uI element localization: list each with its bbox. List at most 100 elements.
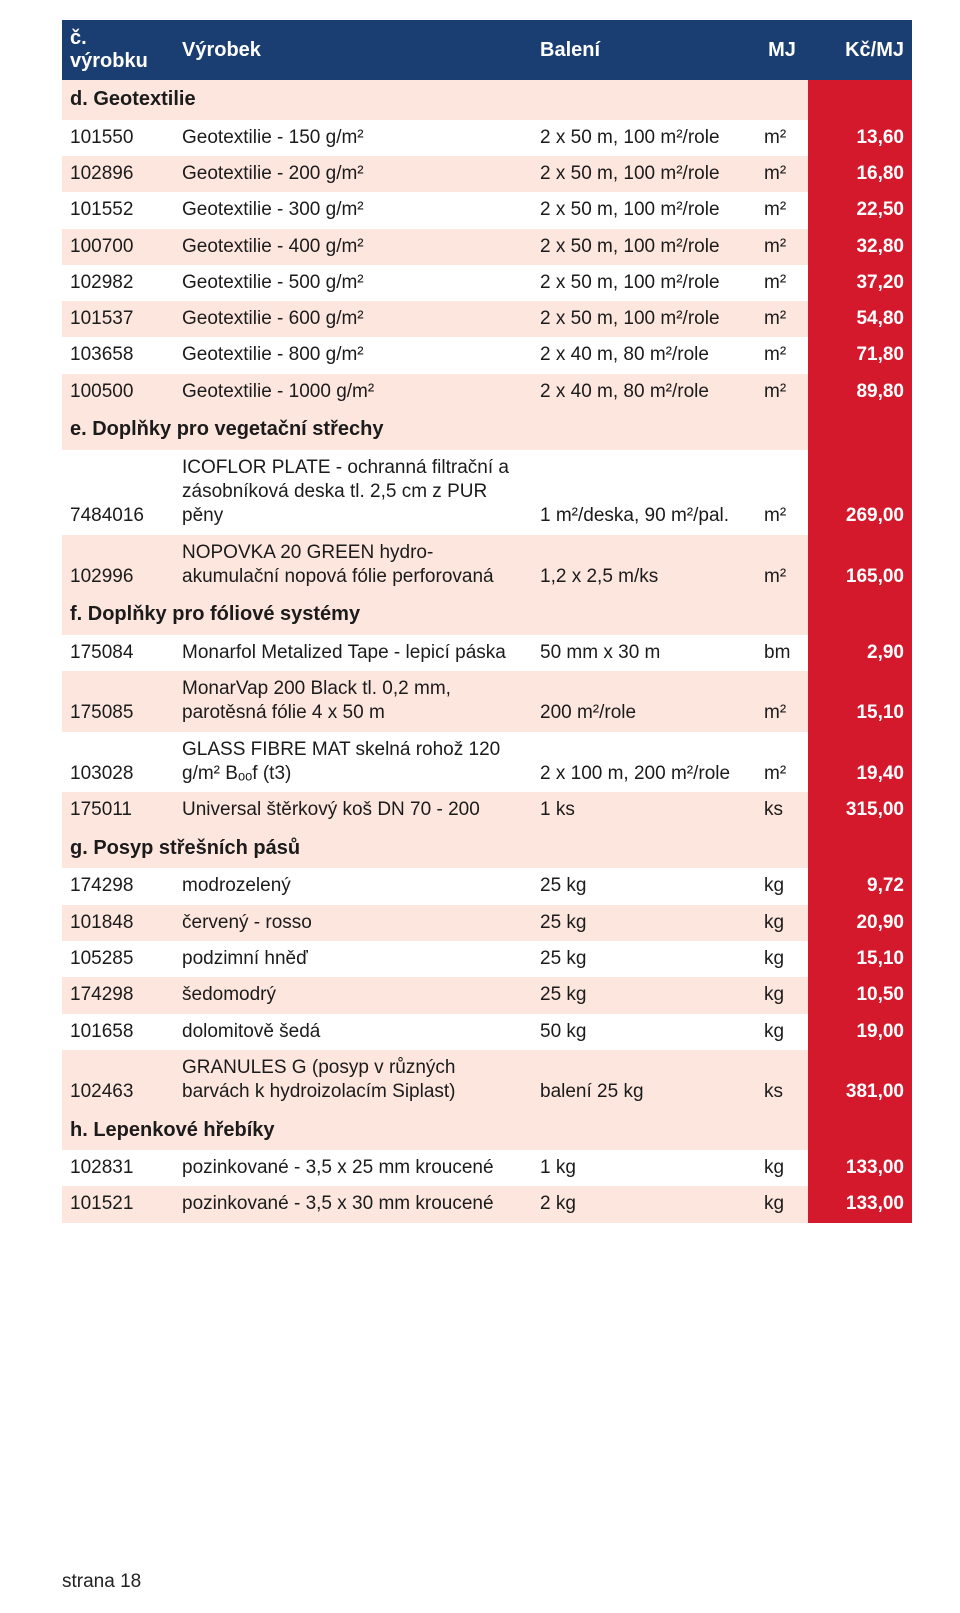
cell-price: 16,80: [808, 156, 912, 192]
cell-package: 25 kg: [532, 977, 756, 1013]
section-price-blank: [808, 595, 912, 635]
table-row: 101521pozinkované - 3,5 x 30 mm kroucené…: [62, 1186, 912, 1222]
cell-mj: m²: [756, 374, 808, 410]
cell-desc: Geotextilie - 800 g/m²: [174, 337, 532, 373]
cell-package: 2 x 50 m, 100 m²/role: [532, 265, 756, 301]
cell-price: 2,90: [808, 635, 912, 671]
page: č. výrobku Výrobek Balení MJ Kč/MJ d. Ge…: [0, 0, 960, 1613]
cell-price: 15,10: [808, 671, 912, 732]
cell-mj: m²: [756, 156, 808, 192]
table-body: d. Geotextilie 101550Geotextilie - 150 g…: [62, 80, 912, 1223]
th-mj: MJ: [756, 20, 808, 80]
cell-desc: Monarfol Metalized Tape - lepicí páska: [174, 635, 532, 671]
table-row: 101550Geotextilie - 150 g/m²2 x 50 m, 10…: [62, 120, 912, 156]
cell-mj: kg: [756, 1014, 808, 1050]
cell-mj: m²: [756, 732, 808, 793]
cell-code: 100500: [62, 374, 174, 410]
cell-code: 174298: [62, 977, 174, 1013]
cell-package: 2 x 50 m, 100 m²/role: [532, 301, 756, 337]
cell-code: 175085: [62, 671, 174, 732]
cell-mj: m²: [756, 450, 808, 535]
cell-mj: kg: [756, 868, 808, 904]
cell-price: 381,00: [808, 1050, 912, 1111]
cell-code: 7484016: [62, 450, 174, 535]
cell-price: 54,80: [808, 301, 912, 337]
cell-desc: Geotextilie - 200 g/m²: [174, 156, 532, 192]
table-row: 102831pozinkované - 3,5 x 25 mm kroucené…: [62, 1150, 912, 1186]
cell-desc: GRANULES G (posyp v různých barvách k hy…: [174, 1050, 532, 1111]
cell-desc: podzimní hněď: [174, 941, 532, 977]
table-row: 105285podzimní hněď25 kgkg15,10: [62, 941, 912, 977]
cell-desc: modrozelený: [174, 868, 532, 904]
cell-package: 200 m²/role: [532, 671, 756, 732]
cell-code: 100700: [62, 229, 174, 265]
table-row: 101537Geotextilie - 600 g/m²2 x 50 m, 10…: [62, 301, 912, 337]
cell-price: 19,40: [808, 732, 912, 793]
price-table: č. výrobku Výrobek Balení MJ Kč/MJ d. Ge…: [62, 20, 912, 1223]
table-row: 174298modrozelený25 kgkg9,72: [62, 868, 912, 904]
cell-desc: Geotextilie - 600 g/m²: [174, 301, 532, 337]
cell-mj: kg: [756, 977, 808, 1013]
cell-price: 89,80: [808, 374, 912, 410]
cell-desc: MonarVap 200 Black tl. 0,2 mm, parotěsná…: [174, 671, 532, 732]
cell-price: 269,00: [808, 450, 912, 535]
cell-desc: červený - rosso: [174, 905, 532, 941]
section-header-row: f. Doplňky pro fóliové systémy: [62, 595, 912, 635]
section-title: g. Posyp střešních pásů: [62, 829, 808, 869]
cell-price: 32,80: [808, 229, 912, 265]
cell-price: 37,20: [808, 265, 912, 301]
cell-package: 1 m²/deska, 90 m²/pal.: [532, 450, 756, 535]
cell-package: 25 kg: [532, 905, 756, 941]
cell-price: 20,90: [808, 905, 912, 941]
table-header: č. výrobku Výrobek Balení MJ Kč/MJ: [62, 20, 912, 80]
cell-mj: m²: [756, 265, 808, 301]
cell-package: 2 x 40 m, 80 m²/role: [532, 337, 756, 373]
table-row: 175085MonarVap 200 Black tl. 0,2 mm, par…: [62, 671, 912, 732]
cell-mj: m²: [756, 229, 808, 265]
cell-desc: Universal štěrkový koš DN 70 - 200: [174, 792, 532, 828]
cell-mj: m²: [756, 192, 808, 228]
table-row: 174298šedomodrý25 kgkg10,50: [62, 977, 912, 1013]
section-title: d. Geotextilie: [62, 80, 808, 120]
th-price: Kč/MJ: [808, 20, 912, 80]
table-row: 100500Geotextilie - 1000 g/m²2 x 40 m, 8…: [62, 374, 912, 410]
cell-package: 25 kg: [532, 941, 756, 977]
cell-price: 22,50: [808, 192, 912, 228]
cell-code: 102996: [62, 535, 174, 596]
cell-code: 103028: [62, 732, 174, 793]
table-row: 7484016ICOFLOR PLATE - ochranná filtračn…: [62, 450, 912, 535]
section-price-blank: [808, 829, 912, 869]
cell-code: 101848: [62, 905, 174, 941]
table-row: 175084Monarfol Metalized Tape - lepicí p…: [62, 635, 912, 671]
cell-mj: kg: [756, 1186, 808, 1222]
cell-package: 1,2 x 2,5 m/ks: [532, 535, 756, 596]
cell-package: 2 x 50 m, 100 m²/role: [532, 229, 756, 265]
section-title: f. Doplňky pro fóliové systémy: [62, 595, 808, 635]
section-title: e. Doplňky pro vegetační střechy: [62, 410, 808, 450]
section-header-row: g. Posyp střešních pásů: [62, 829, 912, 869]
cell-price: 315,00: [808, 792, 912, 828]
cell-code: 101658: [62, 1014, 174, 1050]
cell-mj: kg: [756, 1150, 808, 1186]
page-footer: strana 18: [62, 1563, 912, 1593]
cell-desc: pozinkované - 3,5 x 30 mm kroucené: [174, 1186, 532, 1222]
cell-mj: ks: [756, 1050, 808, 1111]
section-price-blank: [808, 80, 912, 120]
cell-package: 2 x 40 m, 80 m²/role: [532, 374, 756, 410]
cell-price: 10,50: [808, 977, 912, 1013]
cell-package: balení 25 kg: [532, 1050, 756, 1111]
table-row: 102982Geotextilie - 500 g/m²2 x 50 m, 10…: [62, 265, 912, 301]
cell-mj: m²: [756, 301, 808, 337]
cell-mj: bm: [756, 635, 808, 671]
th-code: č. výrobku: [62, 20, 174, 80]
cell-price: 165,00: [808, 535, 912, 596]
cell-desc: dolomitově šedá: [174, 1014, 532, 1050]
cell-code: 102982: [62, 265, 174, 301]
table-row: 102896Geotextilie - 200 g/m²2 x 50 m, 10…: [62, 156, 912, 192]
cell-mj: kg: [756, 941, 808, 977]
cell-code: 101550: [62, 120, 174, 156]
cell-code: 174298: [62, 868, 174, 904]
cell-desc: Geotextilie - 300 g/m²: [174, 192, 532, 228]
cell-mj: m²: [756, 535, 808, 596]
th-package: Balení: [532, 20, 756, 80]
